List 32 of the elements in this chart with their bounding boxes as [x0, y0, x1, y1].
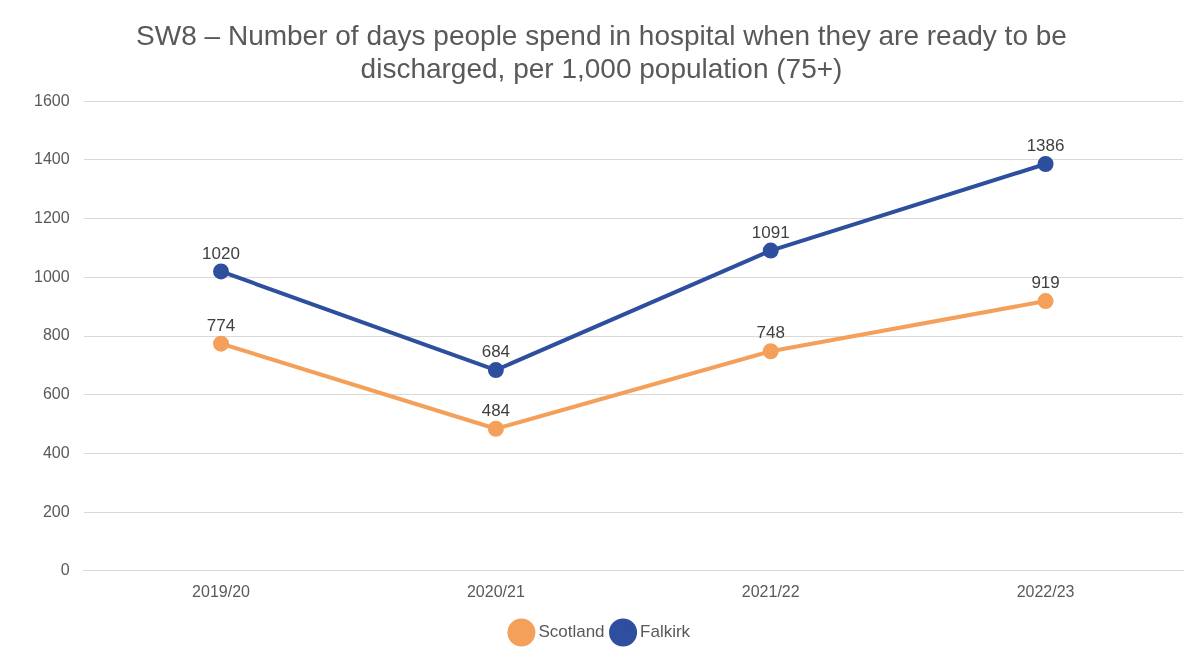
y-tick-label: 1000: [34, 267, 70, 285]
y-tick-label: 0: [60, 561, 70, 579]
point: [213, 263, 230, 280]
x-tick-label: 2021/22: [741, 582, 800, 600]
data-label: 1091: [751, 222, 790, 242]
chart-title: SW8 – Number of days people spend in hospital when they are ready to be discharged, per 1,000 population (75+): [136, 19, 1067, 85]
data-label: 748: [756, 323, 785, 343]
y-tick-label: 800: [42, 326, 70, 344]
y-tick-label: 200: [42, 502, 70, 520]
data-label: 774: [206, 315, 236, 335]
legend-label: Scotland: [538, 622, 605, 642]
point: [762, 242, 779, 259]
point: [1037, 156, 1054, 173]
x-tick-label: 2022/23: [1016, 582, 1075, 600]
x-tick-label: 2019/20: [192, 582, 251, 600]
data-label: 684: [481, 342, 511, 362]
point: [213, 335, 230, 352]
y-tick-label: 400: [42, 443, 70, 461]
data-label: 1020: [202, 243, 240, 263]
y-tick-label: 600: [42, 385, 70, 403]
x-tick-label: 2020/21: [466, 582, 525, 600]
data-label: 484: [481, 400, 511, 420]
point: [1037, 293, 1054, 310]
point: [762, 343, 779, 360]
point: [487, 362, 504, 379]
data-label: 919: [1031, 273, 1060, 293]
y-tick-label: 1200: [34, 209, 70, 227]
y-tick-label: 1400: [34, 150, 70, 168]
y-tick-label: 1600: [34, 91, 70, 109]
data-label: 1386: [1026, 136, 1065, 156]
point: [487, 420, 504, 437]
legend-label: Falkirk: [640, 622, 691, 642]
